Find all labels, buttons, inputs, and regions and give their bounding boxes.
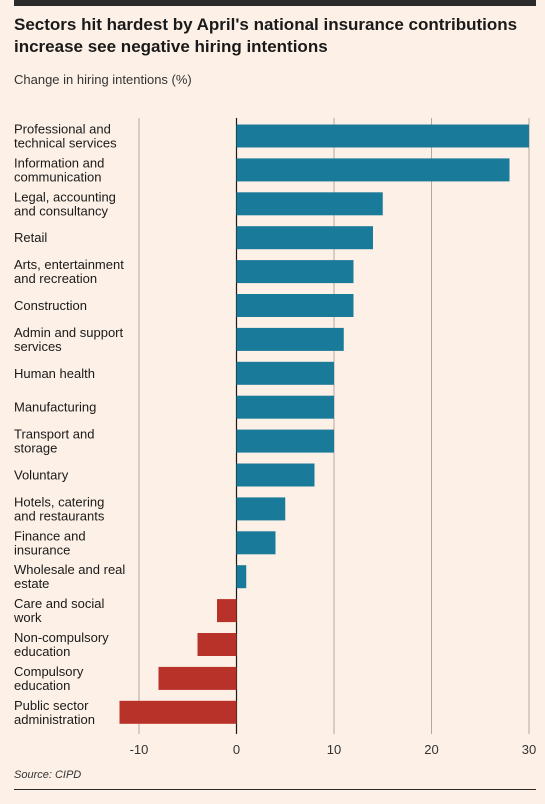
category-label: Information and communication <box>14 155 104 184</box>
x-tick-label: 30 <box>522 742 536 757</box>
bar <box>236 463 315 487</box>
category-label: Hotels, catering and restaurants <box>14 494 105 523</box>
bar <box>236 429 334 453</box>
bar <box>236 260 354 284</box>
category-label: Non-compulsory education <box>14 630 109 659</box>
x-tick-label: 20 <box>424 742 438 757</box>
category-labels: Professional and technical services Inform… <box>13 122 125 727</box>
category-label: Wholesale and real estate <box>14 562 125 591</box>
category-label: Arts, entertainment and recreation <box>14 257 124 286</box>
category-label: Finance and insurance <box>14 528 86 557</box>
bar <box>236 497 286 521</box>
bottom-rule <box>14 789 536 790</box>
category-label: Care and social work <box>13 596 104 625</box>
bar <box>119 700 237 724</box>
category-label: Manufacturing <box>14 400 96 415</box>
top-rule <box>14 0 536 6</box>
source-note: Source: CIPD <box>14 769 82 781</box>
category-label: Human health <box>14 366 95 381</box>
gridlines <box>138 118 530 734</box>
category-label: Retail <box>14 230 47 245</box>
chart-title: Sectors hit hardest by April's national … <box>14 15 518 56</box>
bar <box>236 531 276 555</box>
x-tick-label: 0 <box>233 742 240 757</box>
bar <box>236 395 334 419</box>
category-label: Public sector administration <box>14 698 95 727</box>
category-label: Legal, accounting and consultancy <box>14 189 116 218</box>
bar <box>236 158 510 182</box>
x-tick-label: 10 <box>327 742 341 757</box>
bar <box>236 124 529 148</box>
bar <box>236 327 344 351</box>
bar <box>158 666 237 690</box>
category-label: Construction <box>14 298 87 313</box>
bar <box>236 361 334 385</box>
category-label: Admin and support services <box>14 325 124 354</box>
x-tick-labels: -10 0 10 20 30 <box>130 742 537 757</box>
bar <box>217 599 237 623</box>
bar <box>197 633 237 656</box>
bars <box>119 124 529 724</box>
category-label: Voluntary <box>14 468 69 483</box>
bar <box>236 226 373 250</box>
bar <box>236 192 383 216</box>
chart-subtitle: Change in hiring intentions (%) <box>14 72 192 87</box>
bar <box>236 294 354 317</box>
x-tick-label: -10 <box>130 742 149 757</box>
category-label: Transport and storage <box>14 427 94 456</box>
bar <box>236 565 247 589</box>
category-label: Compulsory education <box>14 664 84 693</box>
category-label: Professional and technical services <box>14 122 117 151</box>
